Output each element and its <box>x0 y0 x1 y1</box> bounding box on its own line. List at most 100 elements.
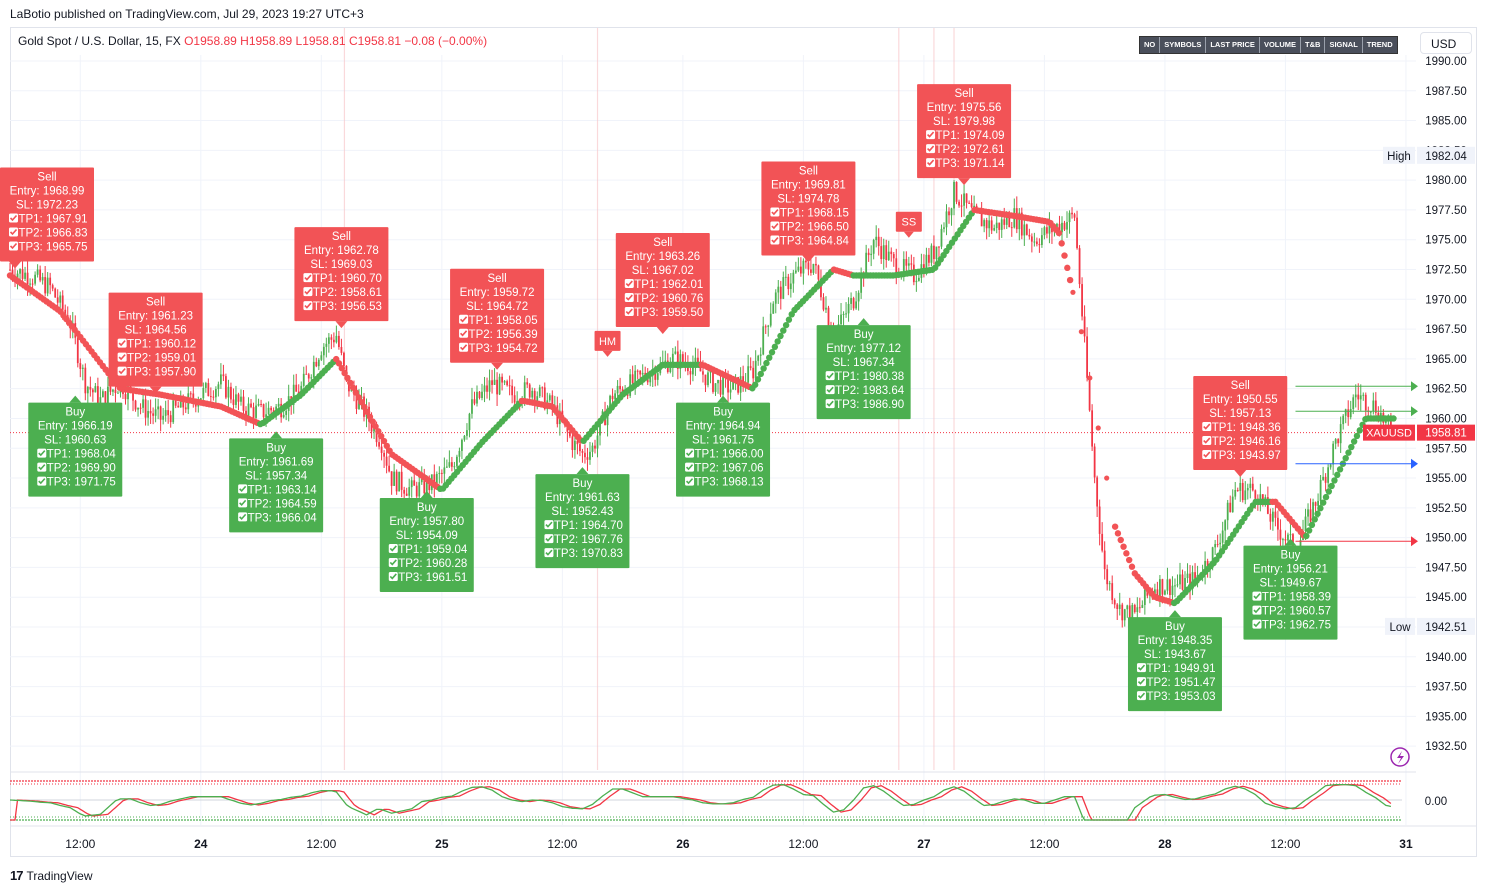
toolbar-last-price-button[interactable]: LAST PRICE <box>1206 37 1260 53</box>
candle-body <box>1189 573 1191 589</box>
candle-body <box>1231 496 1234 513</box>
publisher-line: LaBotio published on TradingView.com, Ju… <box>10 7 364 21</box>
signal-text: Entry: 1975.56 <box>927 102 1002 114</box>
candle-body <box>671 353 674 366</box>
sell-signal-label[interactable]: Sell Entry: 1961.23 SL: 1964.56 TP1: 1960.1… <box>108 292 203 394</box>
candle-body <box>523 382 526 400</box>
candle-body <box>317 359 320 367</box>
candle-body <box>717 379 719 384</box>
buy-signal-label[interactable]: Buy Entry: 1966.19 SL: 1960.63 TP1: 1968.04… <box>28 395 123 497</box>
sell-signal-label[interactable]: Sell Entry: 1975.56 SL: 1979.98 TP1: 1974.0… <box>917 84 1012 186</box>
candle-body <box>571 436 574 451</box>
candle-body <box>1179 574 1181 585</box>
toolbar-signal-button[interactable]: SIGNAL <box>1325 37 1363 53</box>
candle-body <box>877 236 880 247</box>
toolbar-symbols-button[interactable]: SYMBOLS <box>1160 37 1207 53</box>
candle-body <box>676 351 679 369</box>
candle-body <box>438 472 441 474</box>
candle-body <box>56 297 59 303</box>
sell-signal-label[interactable]: Sell Entry: 1969.81 SL: 1974.78 TP1: 1968.1… <box>761 161 856 263</box>
toolbar-no-button[interactable]: NO <box>1140 37 1161 53</box>
candle-body <box>61 295 64 310</box>
candle-body <box>425 479 428 494</box>
candle-body <box>498 376 501 395</box>
alert-icon[interactable] <box>1390 747 1410 767</box>
buy-signal-label[interactable]: Buy Entry: 1964.94 SL: 1961.75 TP1: 1966.00… <box>676 395 771 497</box>
candle-body <box>503 381 506 383</box>
candle-body <box>1131 605 1134 622</box>
trend-dot <box>768 349 776 356</box>
buy-signal-label[interactable]: Buy Entry: 1948.35 SL: 1943.67 TP1: 1949.91… <box>1127 610 1222 712</box>
signal-text: SL: 1961.75 <box>692 435 754 447</box>
candle-body <box>1116 604 1119 610</box>
candle-body <box>915 280 918 283</box>
candle-body <box>1041 235 1043 245</box>
candle-body <box>390 471 393 486</box>
trend-dot <box>760 365 767 372</box>
candle-body <box>217 384 220 390</box>
trend-dot <box>780 327 787 334</box>
candle-body <box>1088 377 1091 411</box>
signal-text: TP3: 1943.97 <box>1212 450 1281 462</box>
pattern-tag[interactable]: HM <box>594 330 621 357</box>
trend-dot <box>352 389 360 396</box>
sell-signal-label[interactable]: Sell Entry: 1959.72 SL: 1964.72 TP1: 1958.0… <box>450 268 545 370</box>
x-tick-label: 12:00 <box>1029 837 1059 851</box>
signal-text: Sell <box>146 297 165 309</box>
candle-body <box>255 405 257 418</box>
candle-body <box>958 201 960 206</box>
candle-body <box>694 357 697 366</box>
buy-signal-label[interactable]: Buy Entry: 1961.69 SL: 1957.34 TP1: 1963.14… <box>229 431 324 533</box>
candle-body <box>443 467 446 474</box>
candle-body <box>207 383 210 397</box>
candle-body <box>96 386 99 406</box>
candle-body <box>1317 500 1319 506</box>
sell-signal-label[interactable]: Sell Entry: 1963.26 SL: 1967.02 TP1: 1962.0… <box>615 233 710 335</box>
candle-body <box>697 357 699 363</box>
toolbar-volume-button[interactable]: VOLUME <box>1259 37 1302 53</box>
candle-body <box>400 471 403 490</box>
candle-body <box>107 386 109 406</box>
symbol-name[interactable]: Gold Spot / U.S. Dollar, 15, FX <box>18 34 181 48</box>
tradingview-logo-icon[interactable]: 17 <box>10 868 24 883</box>
buy-signal-label[interactable]: Buy Entry: 1957.80 SL: 1954.09 TP1: 1959.04… <box>379 490 474 592</box>
signal-text: TP2: 1946.16 <box>1212 436 1281 448</box>
candle-body <box>875 236 878 241</box>
toolbar-trend-button[interactable]: TREND <box>1362 37 1397 53</box>
candle-body <box>988 220 991 229</box>
trend-dot <box>1320 499 1327 506</box>
buy-signal-label[interactable]: Buy Entry: 1977.12 SL: 1967.34 TP1: 1980.38… <box>816 318 911 420</box>
toolbar-tb-button[interactable]: T&B <box>1301 37 1326 53</box>
y-tick-label: 1962.50 <box>1425 384 1467 396</box>
sell-signal-label[interactable]: Sell Entry: 1962.78 SL: 1969.03 TP1: 1960.7… <box>294 227 389 329</box>
candle-body <box>641 372 644 375</box>
candle-body <box>232 399 235 405</box>
footer-brand[interactable]: TradingView <box>26 868 93 883</box>
signal-text: Sell <box>653 237 672 249</box>
signal-text: TP3: 1953.03 <box>1146 691 1215 703</box>
candle-body <box>1161 579 1164 595</box>
pattern-tag[interactable]: SS <box>895 211 922 238</box>
buy-signal-label[interactable]: Buy Entry: 1956.21 SL: 1949.67 TP1: 1958.39… <box>1243 538 1338 640</box>
signal-text: Sell <box>37 172 56 184</box>
trend-dot <box>1350 438 1358 445</box>
buy-signal-label[interactable]: Buy Entry: 1961.63 SL: 1952.43 TP1: 1964.70… <box>535 467 630 569</box>
candle-body <box>1181 574 1184 590</box>
candle-body <box>247 403 250 417</box>
signal-text: Sell <box>487 273 506 285</box>
candle-body <box>1106 569 1109 585</box>
candle-body <box>968 202 970 204</box>
y-tick-label: 1950.00 <box>1425 533 1467 545</box>
candle-body <box>1118 604 1121 610</box>
sell-signal-label[interactable]: Sell Entry: 1950.55 SL: 1957.13 TP1: 1948.3… <box>1193 376 1288 478</box>
candle-body <box>935 246 938 260</box>
sell-signal-label[interactable]: Sell Entry: 1968.99 SL: 1972.23 TP1: 1967.9… <box>0 167 94 269</box>
y-tick-label: 1940.00 <box>1425 652 1467 664</box>
candle-body <box>1081 284 1083 317</box>
candle-body <box>1003 219 1006 225</box>
currency-button[interactable]: USD <box>1420 32 1472 54</box>
signal-text: TP3: 1966.04 <box>248 512 318 524</box>
candle-body <box>89 386 92 390</box>
candle-body <box>463 435 466 440</box>
